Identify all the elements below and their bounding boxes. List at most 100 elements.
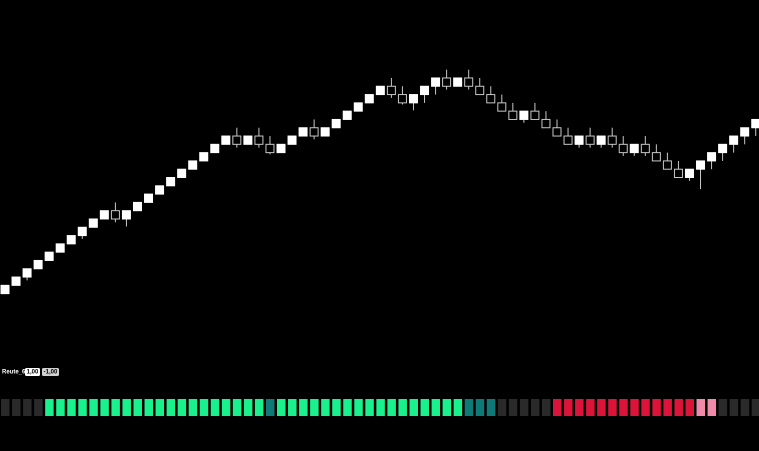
indicator-block [210, 399, 220, 416]
candle-body [88, 218, 98, 228]
indicator-block [265, 399, 275, 416]
indicator-header: Reute_6 1,00 -1,00 [2, 368, 59, 376]
candle-body [210, 143, 220, 154]
candle-body [607, 135, 617, 145]
indicator-block [34, 399, 43, 416]
candle-body [740, 127, 750, 137]
candle-body [55, 243, 65, 253]
candle-body [276, 143, 286, 154]
indicator-block [696, 399, 706, 416]
indicator-block [1, 399, 10, 416]
indicator-block [431, 399, 441, 416]
indicator-block [78, 399, 87, 416]
indicator-block [166, 399, 176, 416]
indicator-block [409, 399, 418, 416]
candle-body [718, 143, 728, 154]
candle-body [22, 268, 32, 278]
indicator-block [23, 399, 32, 416]
candle-body [497, 102, 507, 112]
candle-body [188, 160, 198, 170]
candle-body [243, 135, 253, 145]
candle-body [11, 276, 21, 286]
indicator-block [254, 399, 264, 416]
candle-body [77, 226, 87, 237]
indicator-block [122, 399, 131, 416]
candle-body [552, 127, 562, 137]
indicator-block [707, 399, 717, 416]
indicator-block [343, 399, 352, 416]
indicator-block [144, 399, 154, 416]
badge: -1,00 [44, 370, 58, 376]
indicator-block [89, 399, 98, 416]
candle-body [232, 135, 242, 145]
candle-body [221, 135, 231, 145]
indicator-block [56, 399, 65, 416]
candle-body [99, 210, 109, 220]
indicator-block [67, 399, 76, 416]
candle-body [199, 152, 209, 162]
candle-body [453, 77, 463, 87]
candle-body [618, 143, 628, 154]
indicator-block [177, 399, 187, 416]
candle-body [331, 118, 341, 129]
indicator-block [718, 399, 728, 416]
candle-body [519, 110, 529, 120]
candle-body [673, 168, 683, 179]
indicator-block [608, 399, 617, 416]
candle-body [729, 135, 739, 145]
badge-bg [25, 368, 40, 376]
indicator-block [508, 399, 518, 416]
candle-body [464, 77, 474, 87]
candle-body [585, 135, 595, 145]
indicator-block [365, 399, 374, 416]
indicator-block [530, 399, 540, 416]
candle-body [254, 135, 264, 145]
indicator-block [321, 399, 330, 416]
indicator-block [497, 399, 507, 416]
candle-body [309, 127, 319, 137]
indicator-block [188, 399, 198, 416]
indicator-block [398, 399, 407, 416]
indicator-block [133, 399, 142, 416]
candle-body [155, 185, 165, 195]
indicator-block [751, 399, 759, 416]
candle-body [353, 102, 363, 112]
indicator-block [519, 399, 529, 416]
candle-body [431, 77, 441, 87]
indicator-block [199, 399, 209, 416]
candle-body [574, 135, 584, 145]
indicator-block [553, 399, 562, 416]
indicator-block [740, 399, 750, 416]
indicator-block [45, 399, 54, 416]
candle-body [364, 94, 374, 104]
candle-body [651, 152, 661, 162]
candle-body [751, 118, 759, 129]
candle-body [44, 251, 54, 261]
candle-body [386, 85, 396, 96]
indicator-block [155, 399, 165, 416]
indicator-block [442, 399, 452, 416]
candle-body [287, 135, 297, 145]
candle-body [110, 210, 120, 220]
indicator-block [299, 399, 308, 416]
candle-body [132, 201, 142, 212]
indicator-block [541, 399, 551, 416]
indicator-block [641, 399, 650, 416]
badge: 1,00 [27, 370, 39, 376]
candle-body [397, 94, 407, 104]
candle-body [33, 259, 43, 270]
candle-body [662, 160, 672, 170]
candle-body [530, 110, 540, 120]
indicator-block [619, 399, 628, 416]
indicator-block [288, 399, 297, 416]
indicator-block [630, 399, 639, 416]
indicator-block [420, 399, 430, 416]
indicator-block [674, 399, 683, 416]
candle-body [320, 127, 330, 137]
indicator-block [464, 399, 474, 416]
candle-body [0, 284, 10, 295]
indicator-block [221, 399, 231, 416]
candle-body [144, 193, 154, 203]
candle-body [298, 127, 308, 137]
